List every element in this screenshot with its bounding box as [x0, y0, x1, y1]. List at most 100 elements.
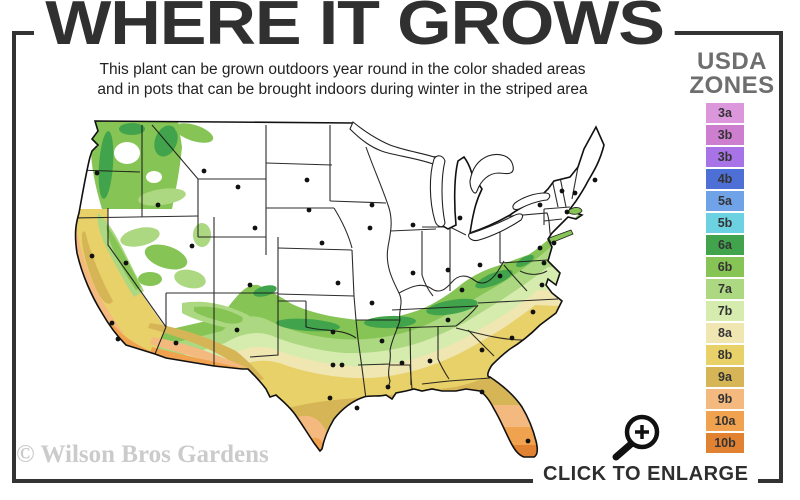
legend-swatch-9a: 9a	[706, 367, 744, 387]
click-to-enlarge-label[interactable]: CLICK TO ENLARGE	[533, 463, 759, 486]
city-dot	[367, 225, 373, 231]
city-dot	[385, 384, 391, 390]
zone-snake-plain-7a	[138, 188, 186, 206]
zone-newash-6a	[119, 123, 145, 135]
zone-ca-coast-9b	[75, 223, 123, 337]
city-dot	[354, 405, 360, 411]
zone-sierra-6b	[106, 225, 141, 290]
city-dot	[247, 282, 253, 288]
subtitle: This plant can be grown outdoors year ro…	[60, 60, 625, 101]
city-dot	[330, 329, 336, 335]
subtitle-line-1: This plant can be grown outdoors year ro…	[99, 61, 586, 78]
watermark: © Wilson Bros Gardens	[16, 441, 269, 468]
lake-ontario	[512, 192, 551, 211]
city-dot	[592, 177, 598, 183]
legend-swatch-9b: 9b	[706, 389, 744, 409]
city-dot	[234, 327, 240, 333]
city-dot	[539, 282, 545, 288]
zone-central-valley-9a	[81, 231, 113, 304]
city-dot	[399, 360, 405, 366]
legend-swatch-5a: 5a	[706, 191, 744, 211]
legend-swatch-3a: 3a	[706, 103, 744, 123]
city-dot	[559, 188, 565, 194]
lake-huron	[469, 153, 514, 194]
city-dot	[369, 300, 375, 306]
city-dot	[537, 245, 543, 251]
zone-idaho-white	[146, 171, 162, 183]
city-dot	[541, 260, 547, 266]
lake-erie	[468, 213, 524, 242]
magnifier-plus-icon[interactable]	[600, 406, 662, 469]
city-dot	[115, 336, 121, 342]
city-dot	[252, 225, 258, 231]
city-dot	[509, 335, 515, 341]
zone-mogollon-6b	[194, 306, 243, 324]
zone-6a-accent	[475, 269, 513, 289]
zone-basin-6b	[144, 244, 188, 270]
city-dot	[410, 270, 416, 276]
legend-swatch-10a: 10a	[706, 411, 744, 431]
usda-heading-line1: USDA	[696, 48, 767, 75]
subtitle-line-2: and in pots that can be brought indoors …	[97, 81, 588, 99]
city-dot	[330, 362, 336, 368]
city-dot	[551, 240, 557, 246]
legend-swatch-4b: 4b	[706, 169, 744, 189]
usda-heading-line2: ZONES	[689, 72, 775, 100]
city-dot	[94, 170, 100, 176]
legend-swatch-6a: 6a	[706, 235, 744, 255]
zone-basin-7a2	[174, 269, 206, 289]
zone-6a-accent	[276, 318, 340, 332]
zone-columbia-basin-white	[114, 142, 140, 164]
legend-swatch-7a: 7a	[706, 279, 744, 299]
city-dot	[479, 389, 485, 395]
usda-zones-heading: USDA ZONES	[686, 48, 778, 100]
usda-zone-map[interactable]	[70, 113, 670, 478]
city-dot	[89, 253, 95, 259]
city-dot	[339, 362, 345, 368]
legend-swatch-3b: 3b	[706, 147, 744, 167]
page-title: WHERE IT GROWS	[34, 0, 676, 55]
zone-wasatch-7a	[193, 223, 211, 247]
state-boundaries	[75, 124, 579, 400]
legend-swatch-10b: 10b	[706, 433, 744, 453]
zone-basin-7a	[120, 227, 160, 247]
city-dot	[155, 202, 161, 208]
cape-cod	[568, 207, 583, 215]
zone-florida-10b	[498, 445, 540, 457]
city-dot	[564, 209, 570, 215]
city-dot	[445, 317, 451, 323]
zone-basin-6b2	[138, 272, 162, 286]
legend-swatch-5b: 5b	[706, 213, 744, 233]
city-dot	[109, 320, 115, 326]
legend-swatch-3b: 3b	[706, 125, 744, 145]
city-dot	[189, 243, 195, 249]
legend-swatch-8b: 8b	[706, 345, 744, 365]
city-dot	[306, 207, 312, 213]
city-dot	[537, 202, 543, 208]
zone-az-10a	[150, 347, 246, 370]
zone-cascades-6a	[98, 131, 114, 199]
city-dot	[445, 267, 451, 273]
legend-swatch-6b: 6b	[706, 257, 744, 277]
zone-6a-accent	[253, 285, 277, 297]
legend-swatch-7b: 7b	[706, 301, 744, 321]
city-dot	[327, 395, 333, 401]
city-dot	[201, 168, 207, 174]
city-dot	[477, 262, 483, 268]
zone-legend: 3a 3b 3b 4b 5a 5b 6a 6b 7a 7b 8a 8b 9a 9b 10a 10b	[706, 103, 744, 455]
city-dot	[173, 340, 179, 346]
city-dots	[89, 168, 598, 444]
zone-6a-accent	[364, 315, 416, 329]
city-dot	[123, 260, 129, 266]
lake-michigan	[429, 155, 446, 228]
city-dot	[369, 202, 375, 208]
city-dot	[572, 190, 578, 196]
city-dot	[319, 240, 325, 246]
zone-montana-west-6b	[174, 123, 214, 143]
great-lakes	[349, 121, 551, 242]
city-dot	[335, 280, 341, 286]
city-dot	[530, 309, 536, 315]
long-island	[548, 229, 574, 244]
legend-swatch-8a: 8a	[706, 323, 744, 343]
